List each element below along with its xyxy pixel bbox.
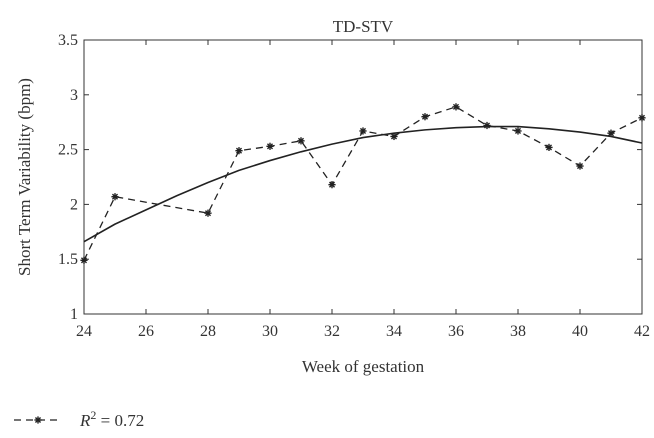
chart-title: TD-STV xyxy=(333,17,394,36)
data-point xyxy=(328,181,336,189)
legend-label-symbol: R xyxy=(79,411,91,430)
x-tick-label: 40 xyxy=(572,323,588,340)
star-stroke xyxy=(514,127,522,135)
axis-ticks xyxy=(83,39,643,315)
data-point xyxy=(297,137,305,145)
fit-curve xyxy=(83,125,643,243)
legend-label-value: = 0.72 xyxy=(96,411,144,430)
data-point xyxy=(545,143,553,152)
y-tick-label: 1.5 xyxy=(58,251,78,268)
legend-label: R2 = 0.72 xyxy=(79,408,144,430)
star-stroke xyxy=(452,103,460,110)
legend-marker xyxy=(34,416,42,424)
star-stroke xyxy=(421,113,429,120)
legend: R2 = 0.72 xyxy=(14,408,144,430)
plot-frame xyxy=(83,39,643,315)
star-stroke xyxy=(204,210,212,217)
star-stroke xyxy=(390,133,398,140)
star-stroke xyxy=(328,181,336,188)
y-tick-label: 1 xyxy=(70,306,78,323)
star-stroke xyxy=(266,143,274,150)
data-point xyxy=(576,162,584,170)
data-point xyxy=(204,209,212,217)
data-point xyxy=(638,114,646,122)
legend-star-marker xyxy=(34,416,42,424)
data-point xyxy=(359,127,367,135)
legend-label-exponent: 2 xyxy=(90,408,96,422)
star-stroke xyxy=(297,137,305,144)
data-point xyxy=(111,193,119,201)
x-tick-label: 36 xyxy=(448,323,464,340)
star-stroke xyxy=(607,130,615,137)
x-tick-label: 28 xyxy=(200,323,216,340)
data-point xyxy=(452,103,460,111)
data-point xyxy=(235,147,243,155)
x-tick-label: 42 xyxy=(634,323,650,340)
data-point xyxy=(390,132,398,141)
x-tick-label: 34 xyxy=(386,323,402,340)
y-tick-label: 2 xyxy=(70,196,78,213)
x-tick-label: 30 xyxy=(262,323,278,340)
data-point xyxy=(266,142,274,150)
series-layer xyxy=(80,103,646,264)
star-stroke xyxy=(34,416,42,424)
data-point xyxy=(514,127,522,135)
y-tick-label: 3.5 xyxy=(58,32,78,49)
y-axis-title: Short Term Variability (bpm) xyxy=(15,78,34,276)
star-stroke xyxy=(359,127,367,135)
x-tick-labels: 24 26 28 30 32 34 36 38 40 42 xyxy=(76,323,650,340)
data-point xyxy=(80,256,88,264)
star-stroke xyxy=(80,257,88,264)
x-tick-label: 24 xyxy=(76,323,92,340)
y-tick-labels: 1 1.5 2 2.5 3 3.5 xyxy=(58,32,78,323)
x-tick-label: 32 xyxy=(324,323,340,340)
x-tick-label: 26 xyxy=(138,323,154,340)
data-point xyxy=(483,121,491,130)
data-point xyxy=(421,113,429,121)
x-axis-title: Week of gestation xyxy=(302,357,425,376)
star-stroke xyxy=(235,147,243,154)
y-tick-label: 2.5 xyxy=(58,142,78,159)
y-tick-label: 3 xyxy=(70,87,78,104)
data-point xyxy=(607,129,615,137)
star-stroke xyxy=(576,162,584,170)
x-tick-label: 38 xyxy=(510,323,526,340)
star-stroke xyxy=(111,193,119,200)
star-stroke xyxy=(638,114,646,121)
star-stroke xyxy=(545,144,553,151)
